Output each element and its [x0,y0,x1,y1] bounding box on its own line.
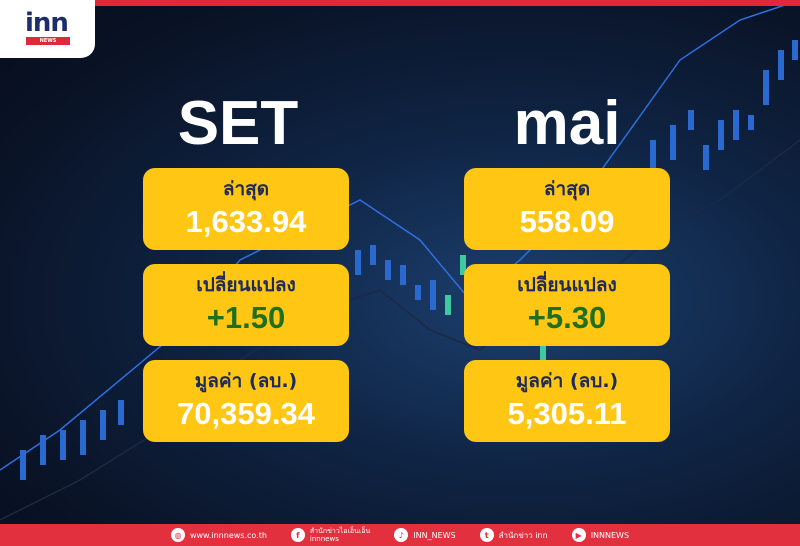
logo-text: inn [25,8,69,38]
mai-change-value: +5.30 [527,300,607,335]
mai-value-label: มูลค่า (ลบ.) [515,370,619,392]
mai-change-card: เปลี่ยนแปลง +5.30 [464,264,670,346]
youtube-text: INNNEWS [590,530,630,540]
mai-latest-value: 558.09 [519,204,615,239]
set-change-value: +1.50 [206,300,286,335]
tiktok-text: INN_NEWS [413,530,456,540]
footer-facebook[interactable]: f สำนักข่าวไอเอ็นเอ็น innnews [290,527,371,543]
footer-tiktok[interactable]: ♪ INN_NEWS [394,528,456,542]
set-value-label: มูลค่า (ลบ.) [194,370,298,392]
set-title: SET [177,89,299,158]
footer-bar: ◍ www.innnews.co.th f สำนักข่าวไอเอ็นเอ็น i… [0,524,800,546]
mai-change-label: เปลี่ยนแปลง [517,274,617,296]
set-latest-card: ล่าสุด 1,633.94 [143,168,349,250]
globe-icon: ◍ [170,528,185,542]
footer-youtube[interactable]: ▶ INNNEWS [571,528,630,542]
set-change-label: เปลี่ยนแปลง [196,274,296,296]
set-value-card: มูลค่า (ลบ.) 70,359.34 [143,360,349,442]
website-text: www.innnews.co.th [189,530,267,540]
youtube-icon: ▶ [571,528,586,542]
twitter-text: สำนักข่าว inn [498,530,548,540]
facebook-name: สำนักข่าวไอเอ็นเอ็น [309,527,371,535]
top-accent-bar [0,0,800,6]
mai-latest-card: ล่าสุด 558.09 [464,168,670,250]
facebook-handle: innnews [309,535,339,543]
tiktok-icon: ♪ [394,528,409,542]
mai-title: mai [513,89,621,158]
set-latest-label: ล่าสุด [222,178,270,200]
mai-value-card: มูลค่า (ลบ.) 5,305.11 [464,360,670,442]
facebook-icon: f [290,528,305,542]
inn-news-logo: inn NEWS [0,0,95,58]
mai-value-value: 5,305.11 [507,396,627,431]
set-value-value: 70,359.34 [177,396,315,431]
logo-subtext: NEWS [26,37,70,45]
set-latest-value: 1,633.94 [185,204,307,239]
twitter-icon: t [479,528,494,542]
footer-website[interactable]: ◍ www.innnews.co.th [170,528,267,542]
set-change-card: เปลี่ยนแปลง +1.50 [143,264,349,346]
mai-latest-label: ล่าสุด [543,178,591,200]
footer-twitter[interactable]: t สำนักข่าว inn [479,528,548,542]
